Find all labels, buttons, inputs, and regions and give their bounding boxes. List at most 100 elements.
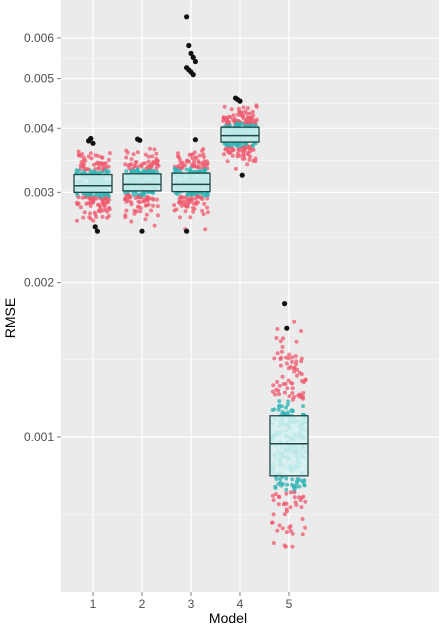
point-outer xyxy=(289,381,293,385)
point-outer xyxy=(274,492,278,496)
point-outer xyxy=(90,201,94,205)
point-outer xyxy=(97,203,101,207)
point-outer xyxy=(185,160,189,164)
point-outer xyxy=(287,526,291,530)
point-inner xyxy=(89,169,93,173)
point-outer xyxy=(125,200,129,204)
point-outer xyxy=(135,209,139,213)
point-outer xyxy=(232,113,236,117)
point-outer xyxy=(136,150,140,154)
point-outer xyxy=(243,109,247,113)
point-outer xyxy=(187,198,191,202)
point-outer xyxy=(303,378,307,382)
point-outer xyxy=(231,154,235,158)
x-tick-label: 4 xyxy=(237,597,244,611)
point-outer xyxy=(83,159,87,163)
point-inner xyxy=(280,404,284,408)
point-outer xyxy=(151,160,155,164)
point-outer xyxy=(274,336,278,340)
point-outer xyxy=(132,152,136,156)
point-outer xyxy=(147,203,151,207)
point-outer xyxy=(254,159,258,163)
point-outer xyxy=(154,152,158,156)
point-outer xyxy=(178,200,182,204)
point-outer xyxy=(145,213,149,217)
outlier-point xyxy=(193,59,198,64)
point-outer xyxy=(124,156,128,160)
point-outer xyxy=(138,209,142,213)
x-axis-ticks: 12345 xyxy=(90,592,293,611)
point-outer xyxy=(175,207,179,211)
point-outer xyxy=(190,163,194,167)
x-axis-title: Model xyxy=(209,610,247,626)
point-outer xyxy=(222,152,226,156)
point-inner xyxy=(148,168,152,172)
point-inner xyxy=(277,482,281,486)
point-inner xyxy=(301,404,305,408)
point-outer xyxy=(87,215,91,219)
point-outer xyxy=(108,151,112,155)
point-outer xyxy=(124,149,128,153)
outlier-point xyxy=(282,301,287,306)
point-outer xyxy=(271,521,275,525)
point-outer xyxy=(144,153,148,157)
outlier-point xyxy=(93,224,98,229)
point-outer xyxy=(283,391,287,395)
box-iqr xyxy=(270,416,308,476)
point-outer xyxy=(246,152,250,156)
point-outer xyxy=(276,351,280,355)
point-outer xyxy=(283,512,287,516)
point-outer xyxy=(184,209,188,213)
plot-panel xyxy=(61,0,439,592)
point-outer xyxy=(226,159,230,163)
point-outer xyxy=(301,517,305,521)
point-outer xyxy=(155,163,159,167)
point-outer xyxy=(75,219,79,223)
point-outer xyxy=(277,502,281,506)
point-inner xyxy=(275,477,279,481)
point-outer xyxy=(205,197,209,201)
point-outer xyxy=(294,354,298,358)
point-inner xyxy=(290,477,294,481)
point-outer xyxy=(149,209,153,213)
point-inner xyxy=(88,193,92,197)
point-outer xyxy=(283,501,287,505)
x-tick-label: 1 xyxy=(90,597,97,611)
point-outer xyxy=(101,215,105,219)
point-outer xyxy=(237,107,241,111)
point-outer xyxy=(155,198,159,202)
point-inner xyxy=(100,195,104,199)
point-outer xyxy=(148,147,152,151)
point-outer xyxy=(130,157,134,161)
point-outer xyxy=(184,204,188,208)
point-outer xyxy=(279,339,283,343)
point-outer xyxy=(143,217,147,221)
point-outer xyxy=(281,526,285,530)
point-outer xyxy=(290,355,294,359)
point-outer xyxy=(292,320,296,324)
point-outer xyxy=(142,199,146,203)
point-outer xyxy=(91,219,95,223)
point-outer xyxy=(287,394,291,398)
point-outer xyxy=(178,215,182,219)
point-outer xyxy=(203,162,207,166)
point-outer xyxy=(280,350,284,354)
point-inner xyxy=(186,192,190,196)
point-outer xyxy=(80,152,84,156)
point-inner xyxy=(294,484,298,488)
point-outer xyxy=(107,165,111,169)
point-outer xyxy=(199,196,203,200)
point-outer xyxy=(300,357,304,361)
point-inner xyxy=(285,483,289,487)
outlier-point xyxy=(240,173,245,178)
point-outer xyxy=(84,202,88,206)
point-outer xyxy=(298,393,302,397)
point-outer xyxy=(248,146,252,150)
point-outer xyxy=(300,496,304,500)
point-outer xyxy=(83,210,87,214)
point-outer xyxy=(202,155,206,159)
point-outer xyxy=(91,197,95,201)
point-outer xyxy=(291,366,295,370)
point-outer xyxy=(272,498,276,502)
point-outer xyxy=(88,211,92,215)
